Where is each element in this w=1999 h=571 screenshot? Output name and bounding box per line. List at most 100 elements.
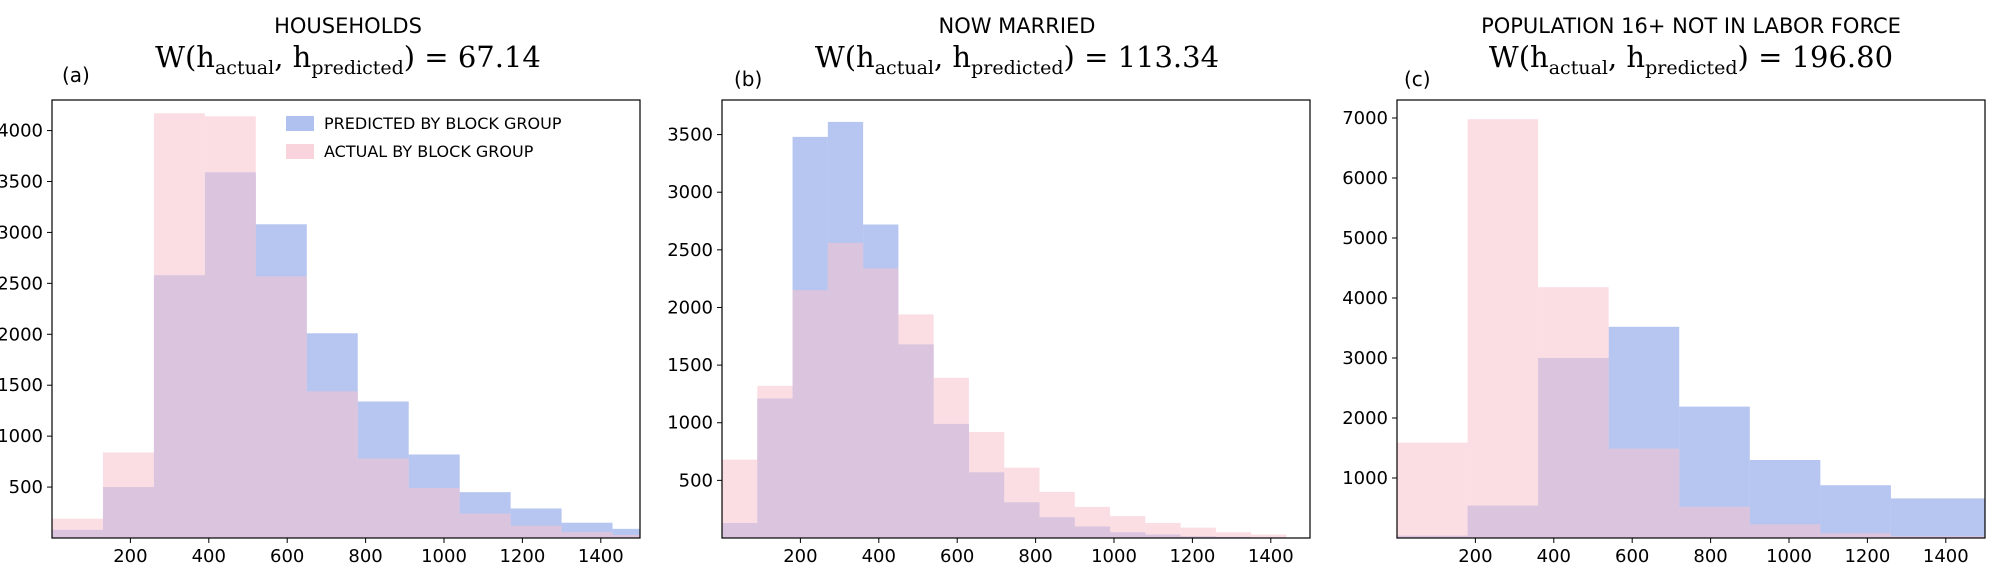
wasserstein-formula: W(hactual, hpredicted) = 196.80	[1489, 40, 1893, 79]
actual-bar	[561, 531, 613, 538]
x-tick-label: 1400	[1248, 546, 1294, 567]
wasserstein-formula: W(hactual, hpredicted) = 113.34	[815, 40, 1219, 79]
y-tick-label: 2000	[0, 324, 43, 345]
actual-bar	[102, 452, 154, 538]
y-tick-label: 1000	[0, 426, 43, 447]
predicted-bar	[1820, 485, 1891, 538]
y-tick-label: 2500	[667, 240, 713, 261]
y-tick-label: 3000	[0, 222, 43, 243]
actual-bar	[357, 458, 409, 538]
y-tick-label: 5000	[1342, 228, 1388, 249]
x-tick-label: 1000	[421, 546, 467, 567]
y-tick-label: 2000	[1342, 408, 1388, 429]
x-tick-label: 200	[113, 546, 147, 567]
axes-frame	[1396, 99, 1986, 539]
actual-bar	[1145, 523, 1181, 538]
x-tick-label: 800	[1018, 546, 1052, 567]
wasserstein-formula: W(hactual, hpredicted) = 67.14	[155, 40, 541, 79]
actual-bar	[1749, 524, 1821, 538]
x-tick-label: 800	[348, 546, 382, 567]
y-tick-label: 3500	[0, 171, 43, 192]
y-tick-label: 6000	[1342, 168, 1388, 189]
actual-bar	[1110, 516, 1146, 538]
actual-bar	[1074, 506, 1111, 538]
actual-bar	[1608, 448, 1680, 538]
bars	[1397, 119, 1985, 538]
y-tick-label: 3000	[667, 182, 713, 203]
panel-label: (b)	[734, 67, 762, 91]
y-tick-label: 2500	[0, 273, 43, 294]
actual-bar	[1180, 527, 1216, 538]
x-tick-label: 200	[1458, 546, 1492, 567]
actual-bar	[510, 525, 562, 538]
y-tick-label: 2000	[667, 297, 713, 318]
actual-bar	[1215, 532, 1252, 538]
x-tick-label: 1000	[1091, 546, 1137, 567]
panel-label: (c)	[1404, 67, 1431, 91]
actual-bar	[1004, 467, 1040, 538]
actual-bar	[933, 377, 969, 538]
actual-bar	[898, 314, 934, 538]
y-tick-label: 1500	[667, 355, 713, 376]
bars	[722, 121, 1287, 539]
actual-bar	[1467, 119, 1539, 538]
actual-bar	[1679, 506, 1750, 538]
legend-label-actual: ACTUAL BY BLOCK GROUP	[324, 142, 534, 161]
actual-bar	[408, 488, 460, 538]
panel-title: HOUSEHOLDS	[274, 14, 422, 38]
y-tick-label: 500	[9, 477, 43, 498]
x-tick-label: 400	[1537, 546, 1571, 567]
actual-bar	[827, 242, 864, 538]
x-tick-label: 1200	[1844, 546, 1890, 567]
y-tick-label: 7000	[1342, 108, 1388, 129]
y-tick-label: 1000	[667, 413, 713, 434]
x-tick-label: 600	[1615, 546, 1649, 567]
legend-label-predicted: PREDICTED BY BLOCK GROUP	[324, 114, 562, 133]
y-tick-label: 1500	[0, 375, 43, 396]
x-tick-label: 600	[940, 546, 974, 567]
actual-bar	[1397, 442, 1468, 538]
y-tick-label: 1000	[1342, 468, 1388, 489]
actual-bar	[968, 431, 1005, 538]
actual-bar	[255, 276, 307, 538]
predicted-bar	[1890, 498, 1985, 538]
x-tick-label: 1200	[1169, 546, 1215, 567]
actual-bar	[1039, 491, 1075, 538]
predicted-bar	[612, 528, 640, 538]
y-tick-label: 4000	[0, 121, 43, 142]
y-tick-label: 3000	[1342, 348, 1388, 369]
actual-bar	[459, 513, 511, 538]
actual-bar	[1890, 536, 1985, 538]
panel-label: (a)	[62, 63, 90, 87]
actual-bar	[1820, 533, 1891, 538]
bars	[52, 113, 640, 539]
legend-swatch-predicted	[286, 116, 314, 131]
y-tick-label: 4000	[1342, 288, 1388, 309]
x-tick-label: 600	[270, 546, 304, 567]
actual-bar	[306, 391, 358, 538]
x-tick-label: 1400	[1923, 546, 1969, 567]
actual-bar	[52, 518, 103, 538]
y-tick-label: 500	[679, 470, 713, 491]
actual-bar	[612, 534, 640, 538]
x-tick-label: 800	[1693, 546, 1727, 567]
x-tick-label: 400	[192, 546, 226, 567]
actual-bar	[153, 113, 205, 539]
actual-bar	[204, 116, 256, 539]
axes-frame	[51, 99, 641, 539]
actual-bar	[757, 385, 793, 538]
legend-swatch-actual	[286, 144, 314, 159]
legend: PREDICTED BY BLOCK GROUP ACTUAL BY BLOCK …	[286, 114, 562, 161]
x-tick-label: 1200	[499, 546, 545, 567]
x-tick-label: 1000	[1766, 546, 1812, 567]
y-tick-label: 3500	[667, 125, 713, 146]
x-tick-label: 1400	[578, 546, 624, 567]
x-tick-label: 200	[783, 546, 817, 567]
actual-bar	[792, 290, 828, 538]
axes-frame	[721, 99, 1311, 539]
panel-title: NOW MARRIED	[939, 14, 1096, 38]
panel-3: POPULATION 16+ NOT IN LABOR FORCEW(hactu…	[1342, 14, 1986, 567]
actual-bar	[863, 268, 899, 538]
